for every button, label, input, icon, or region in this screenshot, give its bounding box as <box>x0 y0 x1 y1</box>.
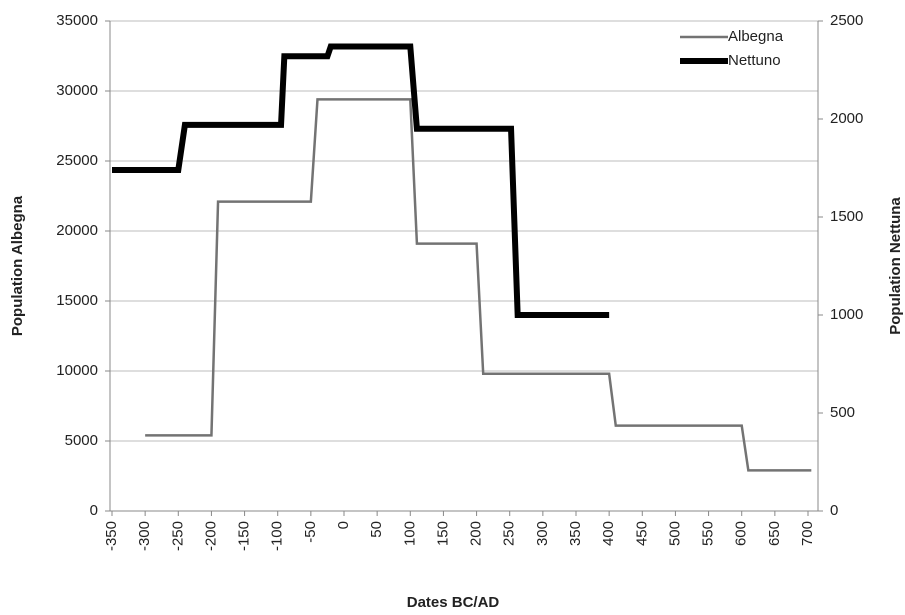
line <box>145 98 812 472</box>
x-tick-label: 350 <box>567 521 584 546</box>
x-tick-label: 0 <box>335 521 352 529</box>
y2-tick-label: 2000 <box>830 110 863 127</box>
x-tick-label: -150 <box>236 521 253 551</box>
y-tick-label: 0 <box>90 502 98 519</box>
y2-tick-label: 0 <box>830 502 838 519</box>
legend-label: Nettuno <box>728 52 781 69</box>
y-tick-label: 25000 <box>56 152 98 169</box>
x-tick-label: 400 <box>600 521 617 546</box>
x-tick-label: 700 <box>799 521 816 546</box>
y-tick-label: 35000 <box>56 12 98 29</box>
x-tick-label: -300 <box>136 521 153 551</box>
x-tick-label: 150 <box>434 521 451 546</box>
x-tick-label: 200 <box>468 521 485 546</box>
x-tick-label: -250 <box>169 521 186 551</box>
y-tick-label: 10000 <box>56 362 98 379</box>
x-axis-title: Dates BC/AD <box>407 594 500 611</box>
y2-tick-label: 1500 <box>830 208 863 225</box>
x-tick-label: -350 <box>103 521 120 551</box>
y2-axis-title: Population Nettuna <box>887 197 904 335</box>
x-tick-label: 450 <box>633 521 650 546</box>
x-tick-label: 50 <box>368 521 385 538</box>
x-tick-label: 600 <box>733 521 750 546</box>
x-tick-label: 550 <box>700 521 717 546</box>
y-axis-title: Population Albegna <box>9 195 26 336</box>
x-tick-label: 100 <box>401 521 418 546</box>
y-tick-label: 30000 <box>56 82 98 99</box>
x-tick-label: 250 <box>501 521 518 546</box>
line <box>112 43 610 318</box>
y2-tick-label: 2500 <box>830 12 863 29</box>
x-tick-label: 500 <box>666 521 683 546</box>
x-tick-label: 300 <box>534 521 551 546</box>
x-tick-label: 650 <box>766 521 783 546</box>
x-tick-label: -200 <box>202 521 219 551</box>
y2-tick-label: 500 <box>830 404 855 421</box>
y-tick-label: 15000 <box>56 292 98 309</box>
y2-tick-label: 1000 <box>830 306 863 323</box>
legend-label: Albegna <box>728 28 784 45</box>
y-tick-label: 5000 <box>65 432 98 449</box>
x-tick-label: -50 <box>302 521 319 543</box>
x-tick-label: -100 <box>269 521 286 551</box>
y-tick-label: 20000 <box>56 222 98 239</box>
